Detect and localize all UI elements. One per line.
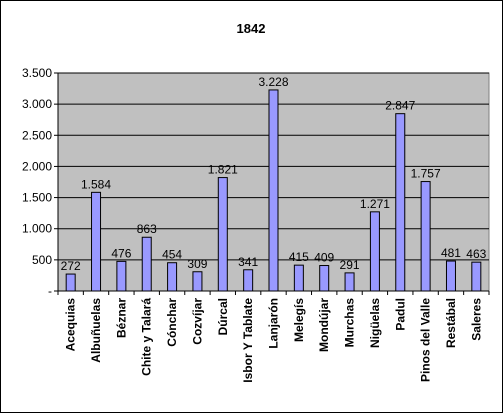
data-label: 2.847 <box>385 99 415 113</box>
y-tick-label: 3.500 <box>22 66 52 80</box>
data-label: 463 <box>466 247 486 261</box>
data-label: 341 <box>238 255 258 269</box>
bar <box>471 261 482 292</box>
x-tick-label: Dúrcal <box>216 298 230 335</box>
x-tick-label: Saleres <box>469 298 483 341</box>
x-tick-label: Lanjarón <box>267 298 281 349</box>
x-tick-label: Cónchar <box>165 298 179 347</box>
bar <box>369 211 380 292</box>
data-label: 272 <box>61 259 81 273</box>
x-tick-label: Cozvíjar <box>190 298 204 345</box>
data-label: 454 <box>162 248 182 262</box>
x-tick-label: Mondújar <box>317 298 331 352</box>
data-label: 1.757 <box>411 167 441 181</box>
x-tick-label: Padul <box>393 298 407 331</box>
x-axis: Acequias Albuñuelas Béznar Chite y Talará Có… <box>57 290 490 383</box>
bar <box>217 177 228 292</box>
x-tick-label: Restábal <box>444 298 458 348</box>
x-tick-label: Acequias <box>64 298 78 352</box>
y-tick-label: 1.000 <box>22 222 52 236</box>
y-tick-label: 3.000 <box>22 97 52 111</box>
x-tick-label: Murchas <box>343 298 357 348</box>
bar <box>445 260 456 292</box>
bar <box>91 191 102 292</box>
data-label: 1.584 <box>81 177 111 191</box>
bar <box>116 260 127 292</box>
x-tick-label: Albuñuelas <box>89 298 103 363</box>
bar <box>243 269 254 292</box>
x-tick-label: Isbor Y Tablate <box>241 298 255 383</box>
data-label: 476 <box>111 246 131 260</box>
bar <box>319 265 330 292</box>
data-label: 863 <box>137 222 157 236</box>
bar <box>293 264 304 292</box>
data-label: 309 <box>187 257 207 271</box>
bar <box>141 236 152 292</box>
data-label: 1.271 <box>360 197 390 211</box>
data-label: 3.228 <box>258 75 288 89</box>
x-tick-label: Nigüelas <box>368 298 382 348</box>
data-label: 481 <box>441 246 461 260</box>
x-tick-label: Béznar <box>114 298 128 338</box>
data-label: 409 <box>314 251 334 265</box>
data-label: 415 <box>289 250 309 264</box>
chart-title: 1842 <box>237 21 266 36</box>
bar <box>268 89 279 292</box>
bar <box>420 181 431 292</box>
y-axis: - 500 1.000 1.500 2.000 2.500 3.000 3.500 <box>22 66 59 298</box>
bar <box>167 262 178 292</box>
data-label: 291 <box>340 258 360 272</box>
x-tick-label: Melegís <box>292 298 306 342</box>
data-label: 1.821 <box>208 163 238 177</box>
x-tick-label: Chite y Talará <box>140 298 154 376</box>
y-tick-label: 1.500 <box>22 191 52 205</box>
y-tick-label: 2.500 <box>22 128 52 142</box>
x-tick-label: Pinos del Valle <box>419 298 433 382</box>
bar <box>192 271 203 292</box>
bar <box>344 272 355 292</box>
y-tick-label: - <box>48 284 52 298</box>
y-tick-label: 500 <box>32 253 52 267</box>
data-labels: 272 1.584 476 863 454 309 1.821 341 3.228 415 409 2… <box>61 75 487 273</box>
bar <box>65 273 76 292</box>
bar <box>395 113 406 292</box>
y-tick-label: 2.000 <box>22 159 52 173</box>
